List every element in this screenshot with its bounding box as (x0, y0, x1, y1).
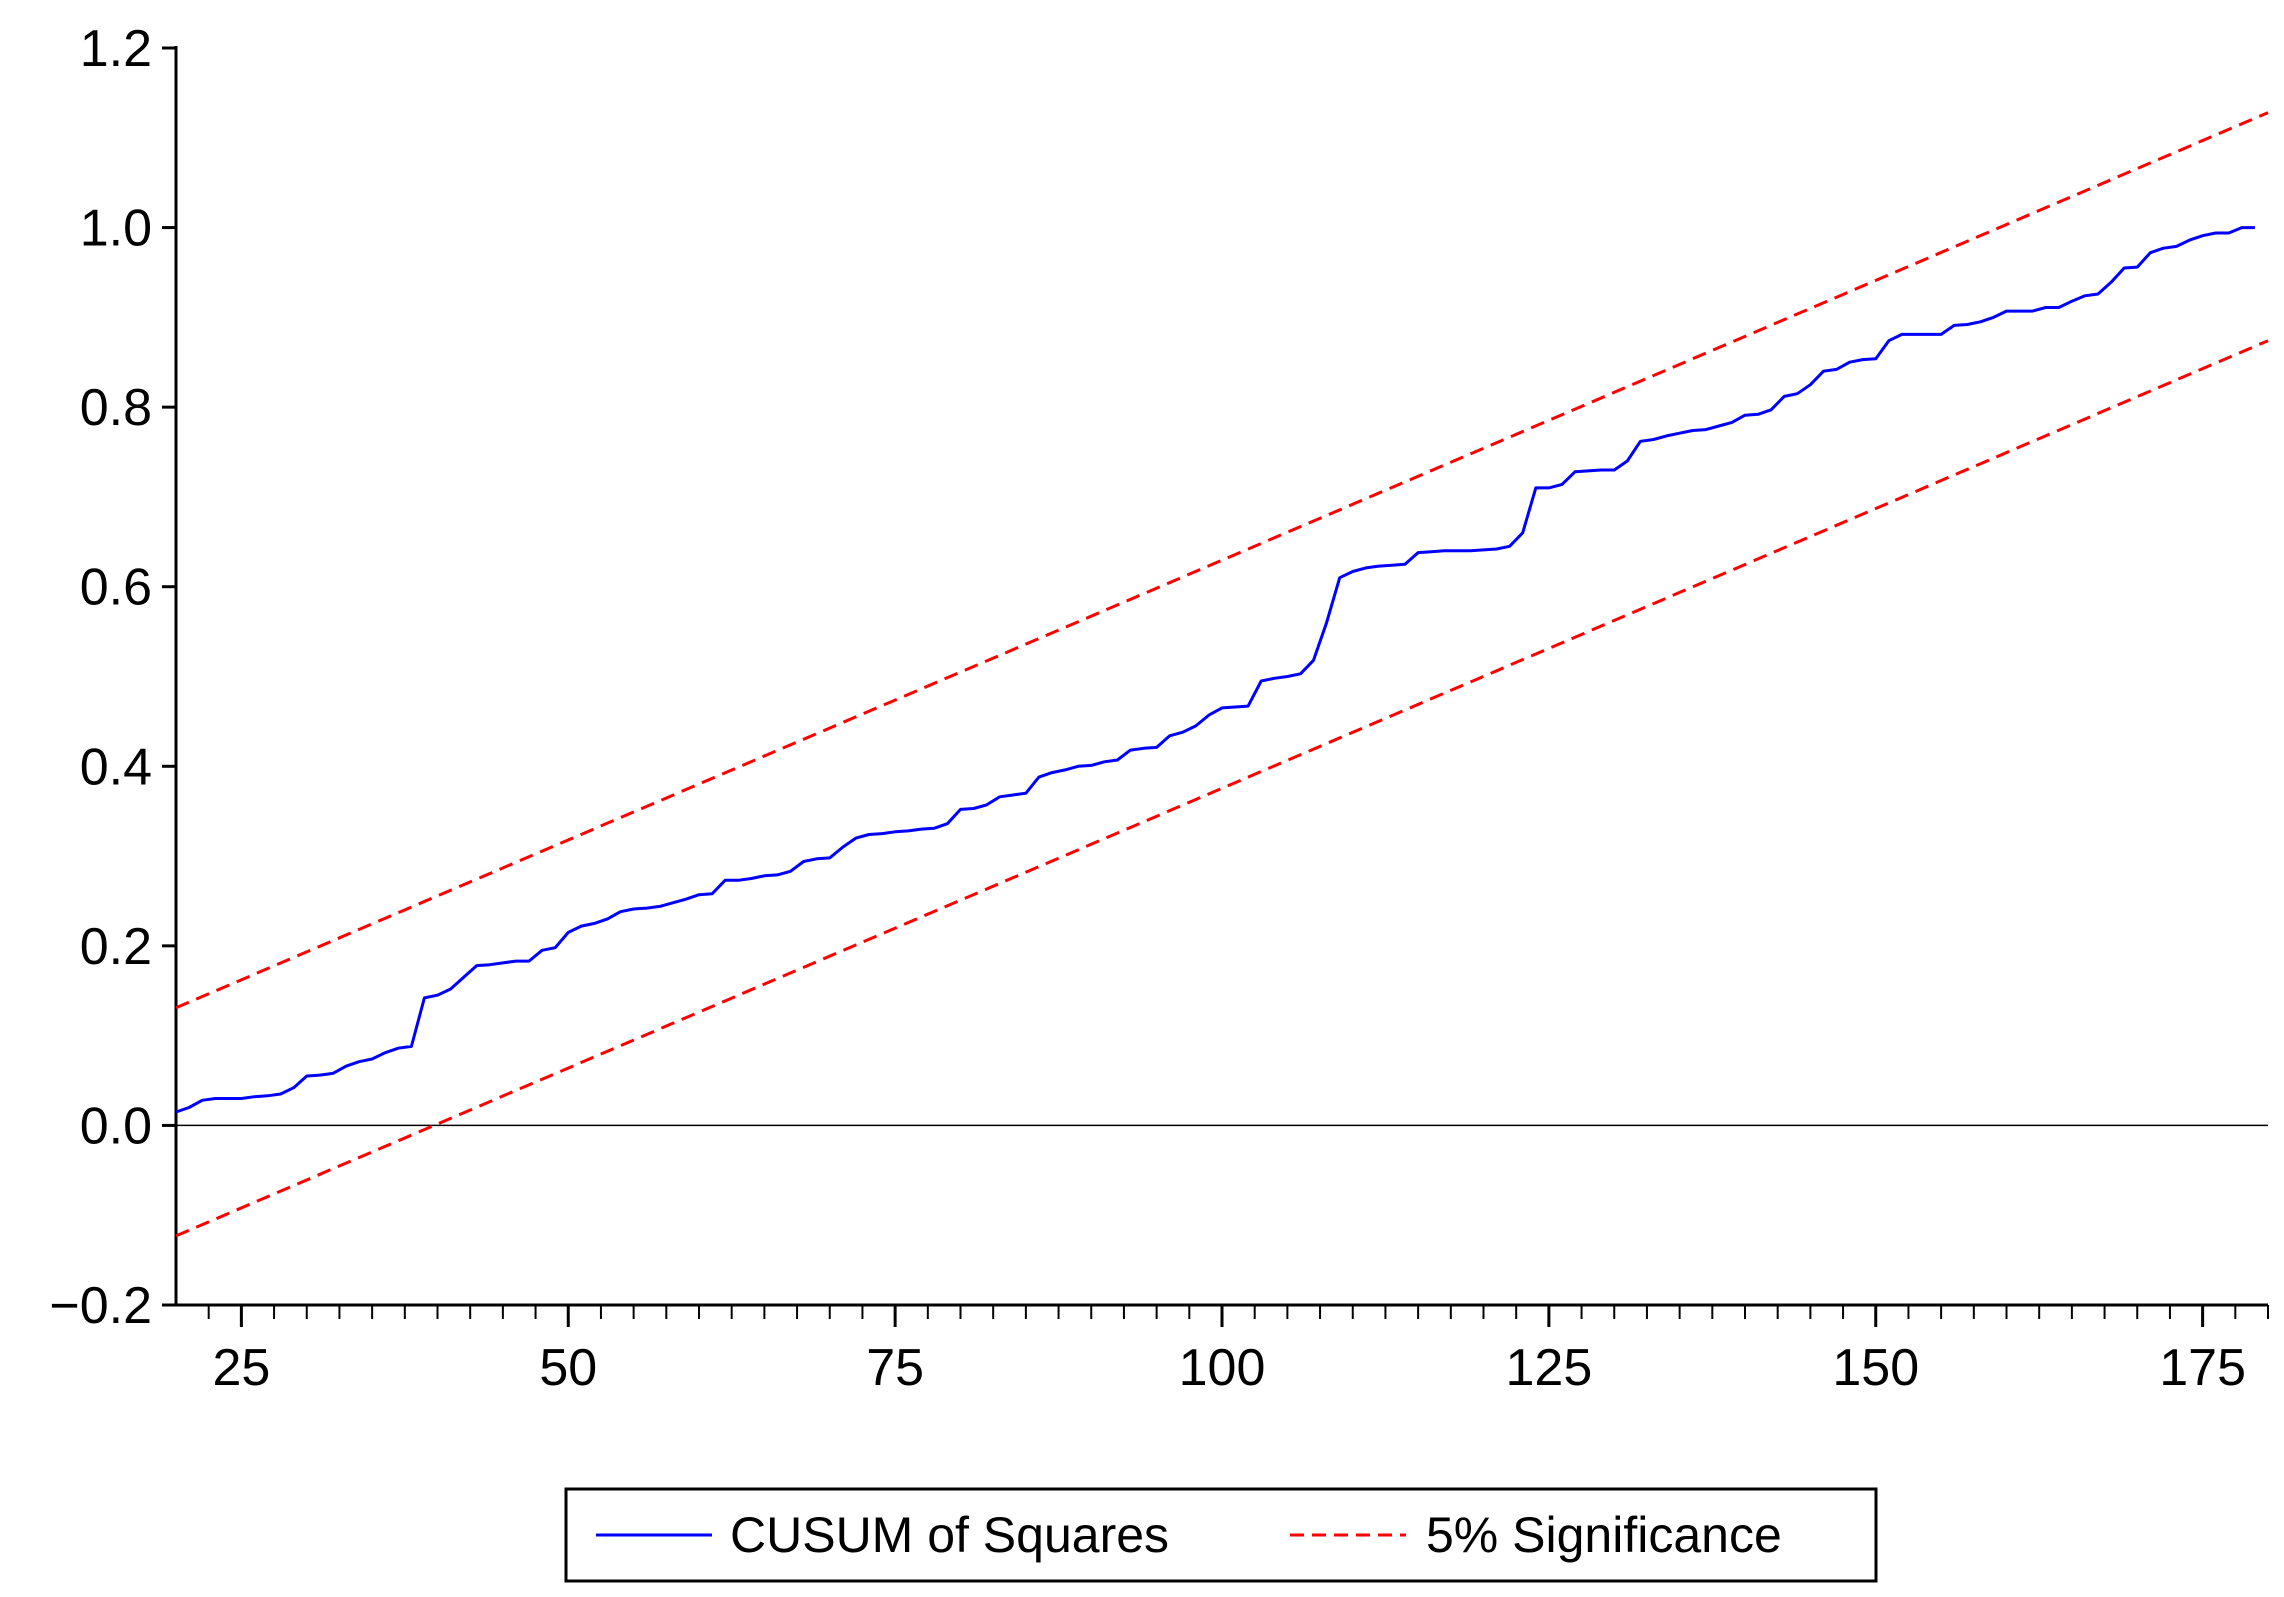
y-tick-label: 0.8 (80, 379, 152, 437)
y-tick-label: 1.0 (80, 200, 152, 258)
x-tick-label: 75 (866, 1339, 924, 1397)
y-tick-label: 0.4 (80, 738, 152, 796)
y-tick-label: 0.0 (80, 1097, 152, 1155)
axes-group: −0.2 0.0 0.2 0.4 0.6 0.8 1.0 1.2 25 50 75 100 125 150… (49, 20, 2269, 1397)
significance-upper-line (175, 111, 2269, 1010)
legend-label-significance: 5% Significance (1426, 1507, 1782, 1563)
legend-box (564, 1487, 1878, 1583)
x-tick-label: 100 (1179, 1339, 1266, 1397)
x-tick-label: 25 (212, 1339, 270, 1397)
legend-label-cusum: CUSUM of Squares (730, 1507, 1169, 1563)
x-tick-label: 50 (539, 1339, 597, 1397)
legend: CUSUM of Squares 5% Significance (564, 1487, 1878, 1583)
y-tick-label: 0.6 (80, 559, 152, 617)
series-group (175, 111, 2269, 1238)
y-tick-label: 0.2 (80, 918, 152, 976)
x-tick-label: 150 (1832, 1339, 1919, 1397)
significance-lower-line (175, 339, 2269, 1238)
series-line-cusum (175, 226, 2255, 1114)
x-tick-label: 125 (1505, 1339, 1592, 1397)
x-tick-label: 175 (2159, 1339, 2246, 1397)
y-tick-label: −0.2 (49, 1277, 152, 1335)
y-tick-label: 1.2 (80, 20, 152, 78)
